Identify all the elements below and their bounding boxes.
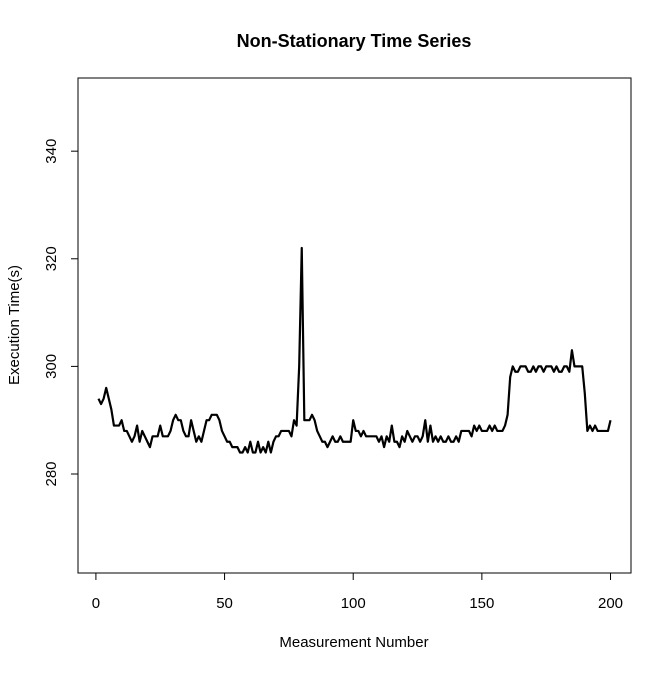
x-tick-label: 150 [469,595,494,612]
chart-title: Non-Stationary Time Series [237,31,472,51]
data-line [97,246,612,454]
x-tick-label: 50 [216,595,233,612]
y-tick-label: 340 [43,139,60,164]
y-tick-label: 320 [43,246,60,271]
x-tick-label: 200 [598,595,623,612]
x-axis-label: Measurement Number [279,634,428,651]
y-tick-label: 300 [43,354,60,379]
y-axis-label: Execution Time(s) [6,265,23,385]
x-tick-label: 100 [341,595,366,612]
x-tick-label: 0 [92,595,100,612]
y-tick-label: 280 [43,461,60,486]
